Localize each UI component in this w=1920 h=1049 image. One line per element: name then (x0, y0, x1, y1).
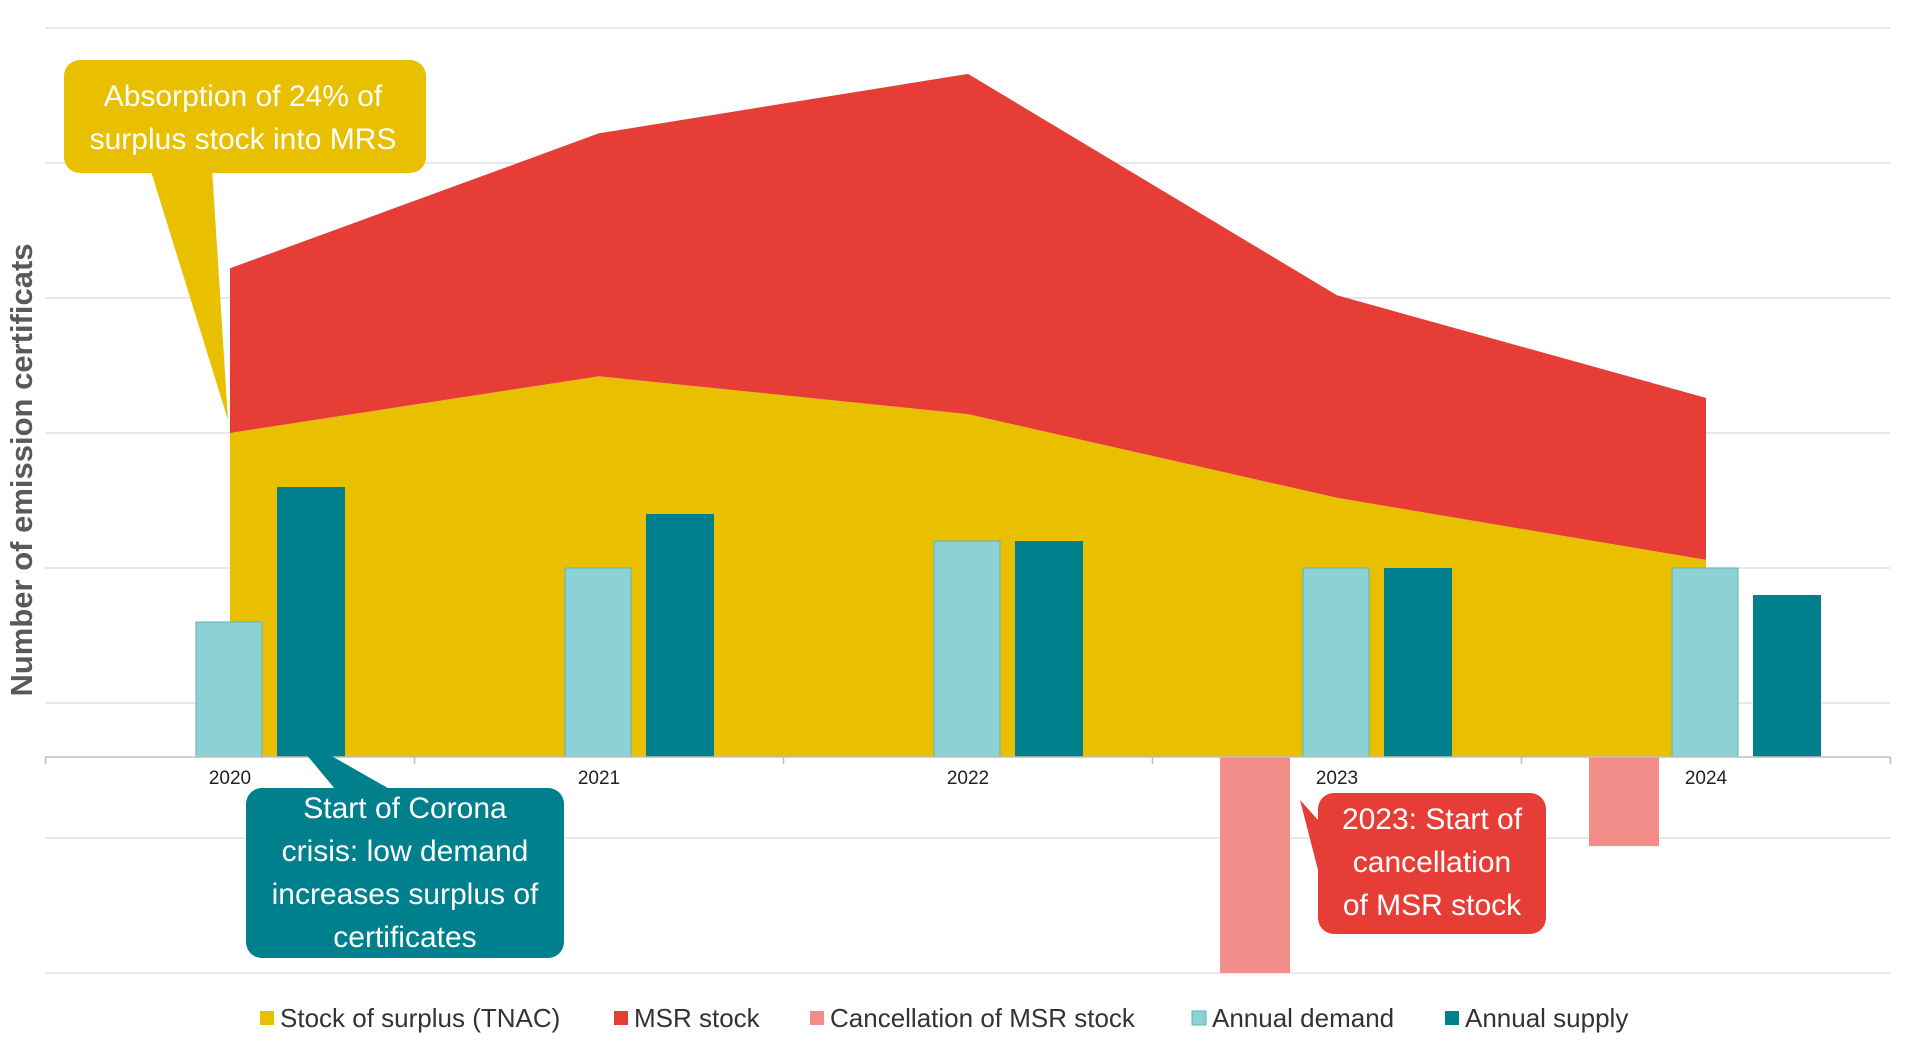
callout-corona: Start of Corona crisis: low demand increas… (246, 730, 564, 958)
legend-item: MSR stock (614, 1003, 761, 1033)
callout-line: Absorption of 24% of (104, 80, 383, 113)
legend-item: Cancellation of MSR stock (810, 1003, 1136, 1033)
callout-pointer (1300, 800, 1318, 870)
legend-item: Annual demand (1191, 1003, 1394, 1033)
callout-box (64, 60, 426, 173)
annotations: Absorption of 24% of surplus stock into M… (64, 60, 1546, 958)
legend-swatch (1445, 1011, 1459, 1025)
callout-pointer (286, 730, 400, 795)
bar-annual-demand (933, 540, 1001, 758)
bar-annual-demand (195, 621, 263, 758)
legend-swatch (810, 1011, 824, 1025)
callout-box (1318, 793, 1546, 934)
legend-label: Annual demand (1212, 1003, 1394, 1033)
legend-item: Annual supply (1445, 1003, 1628, 1033)
legend-swatch (260, 1011, 274, 1025)
x-axis: 2020 2021 2022 2023 2024 (44, 756, 1892, 789)
callout-cancellation: 2023: Start of cancellation of MSR stock (1300, 793, 1546, 934)
x-tick-label: 2023 (1316, 768, 1358, 789)
callout-pointer (150, 168, 228, 420)
callout-line: crisis: low demand (282, 835, 529, 868)
callout-absorption: Absorption of 24% of surplus stock into M… (64, 60, 426, 420)
callout-line: increases surplus of (272, 878, 539, 911)
x-tick-label: 2021 (578, 768, 620, 789)
callout-line: certificates (333, 921, 476, 954)
legend-label: Cancellation of MSR stock (830, 1003, 1136, 1033)
legend-label: Annual supply (1465, 1003, 1628, 1033)
callout-line: Start of Corona (303, 792, 507, 825)
bar-annual-supply (277, 487, 345, 757)
legend-label: MSR stock (634, 1003, 761, 1033)
legend-item: Stock of surplus (TNAC) (260, 1003, 560, 1033)
callout-line: 2023: Start of (1342, 803, 1523, 836)
callout-line: cancellation (1353, 846, 1511, 879)
bar-annual-supply (646, 514, 714, 757)
legend-label: Stock of surplus (TNAC) (280, 1003, 560, 1033)
bar-series (195, 487, 1821, 973)
bar-annual-supply (1384, 568, 1452, 757)
bar-cancellation (1220, 757, 1290, 973)
callout-line: of MSR stock (1343, 889, 1522, 922)
callout-line: surplus stock into MRS (90, 123, 397, 156)
bar-annual-supply (1015, 541, 1083, 757)
legend-swatch (614, 1011, 628, 1025)
bar-annual-demand (1302, 567, 1370, 758)
legend-swatch (1191, 1010, 1207, 1026)
x-tick-label: 2022 (947, 768, 989, 789)
x-tick-label: 2024 (1685, 768, 1728, 789)
bar-annual-supply (1753, 595, 1821, 757)
legend: Stock of surplus (TNAC) MSR stock Cancella… (260, 1003, 1628, 1033)
msr-stock-area (230, 73, 1706, 560)
callout-box (246, 788, 564, 958)
x-tick-label: 2020 (209, 768, 251, 789)
bar-cancellation (1589, 757, 1659, 847)
bar-annual-demand (1671, 567, 1739, 758)
bar-annual-demand (564, 567, 632, 758)
y-axis-label: Number of emission certificats (4, 243, 39, 696)
